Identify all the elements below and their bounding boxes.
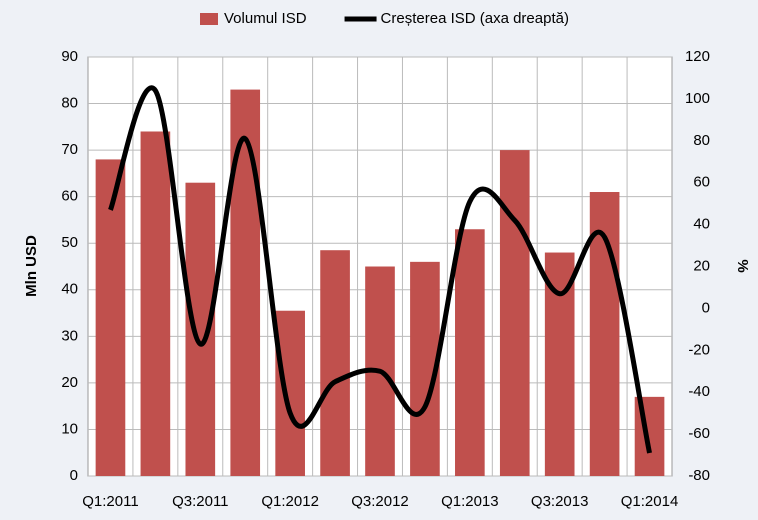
y-tick-label: 80 [61,95,78,112]
y-tick-label: 50 [61,234,78,251]
y-axis-label: Mln USD [23,235,40,297]
y-tick-label: 60 [61,188,78,205]
y-tick-label: 40 [61,281,78,298]
x-tick-label: Q1:2013 [441,493,499,510]
x-tick-label: Q3:2013 [531,493,589,510]
y-tick-label: 0 [70,467,78,484]
y2-tick-label: 20 [693,257,710,274]
y2-tick-label: 80 [693,132,710,149]
legend-swatch [200,13,218,25]
x-tick-label: Q3:2012 [351,493,409,510]
y-tick-label: 20 [61,374,78,391]
bar [320,250,350,476]
y2-tick-label: 120 [685,48,710,65]
y2-tick-label: -80 [688,467,710,484]
y2-tick-label: 0 [702,299,710,316]
bar [499,150,530,476]
bar [275,310,305,476]
y-tick-label: 30 [61,327,78,344]
bar [230,89,261,476]
legend-label: Creșterea ISD (axa dreaptă) [381,10,569,27]
y-tick-label: 10 [61,420,78,437]
y2-tick-label: -20 [688,341,710,358]
y2-tick-label: -60 [688,425,710,442]
line [108,85,652,454]
y-tick-label: 70 [61,141,78,158]
x-tick-label: Q1:2011 [82,493,138,510]
y2-axis-label: % [734,259,751,272]
y2-tick-label: 60 [693,174,710,191]
legend-label: Volumul ISD [224,10,307,27]
bar [95,159,126,476]
bar [140,131,171,476]
x-tick-label: Q1:2012 [261,493,319,510]
x-tick-label: Q1:2014 [621,493,679,510]
y2-tick-label: 100 [685,90,710,107]
bar [544,252,575,476]
y-tick-label: 90 [61,48,78,65]
y2-tick-label: -40 [688,383,710,400]
x-tick-label: Q3:2011 [172,493,228,510]
bar [455,229,485,476]
y2-tick-label: 40 [693,216,710,233]
